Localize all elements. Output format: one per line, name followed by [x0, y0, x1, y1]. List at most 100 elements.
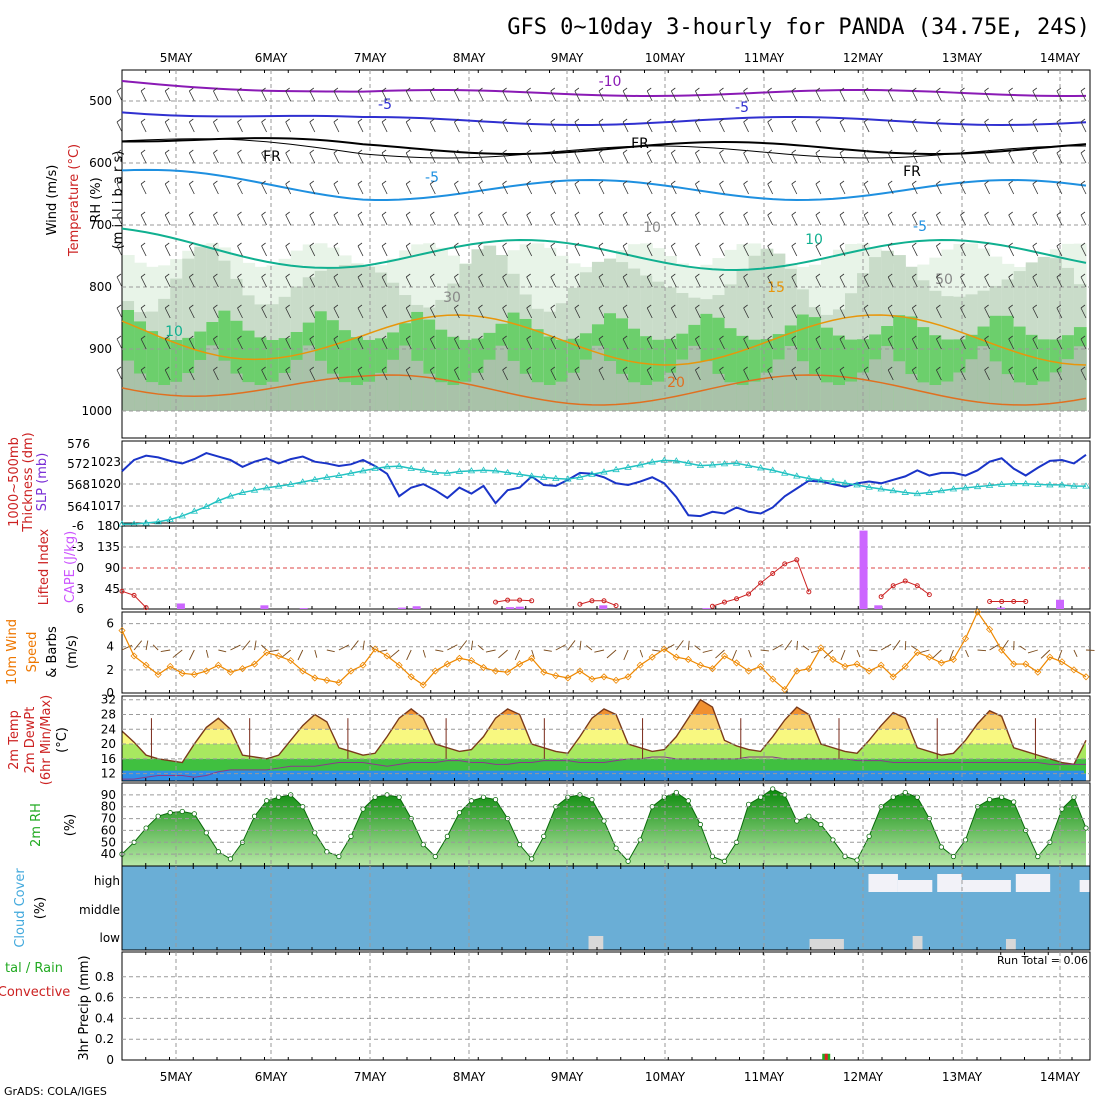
wind-barb [743, 183, 749, 195]
cape-lifted-index-panel: -6 -3 0 3 6 180 135 90 45 Lifted Index CAPE (J/kg) [37, 519, 1091, 616]
wind-barb [381, 245, 388, 257]
cape-bar [505, 607, 514, 609]
wind-barb [309, 152, 316, 164]
wind-barb [670, 276, 677, 288]
wind-barb [936, 211, 941, 216]
wind-barb [550, 149, 556, 154]
lifted-index-marker [926, 592, 932, 598]
y-tick-label: 6 [76, 602, 84, 616]
wind-speed-marker [130, 652, 138, 660]
wind-barb [550, 273, 556, 278]
wind-barb [936, 335, 941, 340]
rh-marker [866, 833, 872, 839]
wind-barb [164, 87, 170, 92]
wind-barb [646, 214, 653, 226]
wind-barb [550, 245, 557, 257]
wind-speed-marker [1034, 668, 1042, 676]
wind-barb [261, 369, 267, 381]
wind-barb [261, 307, 267, 319]
wind-barb [526, 180, 531, 185]
wind-barb [839, 366, 845, 371]
lifted-index-marker [1023, 598, 1029, 604]
wind-barb [574, 242, 580, 247]
rh-marker [541, 833, 547, 839]
wind-barb [333, 273, 339, 278]
wind-barb [213, 214, 219, 226]
wind-barb [550, 211, 556, 216]
panel-axis-label: (m i l l i b a r s) [111, 151, 126, 250]
wind-barb [213, 338, 219, 350]
wind-barb [815, 87, 821, 92]
wind-barb [237, 304, 242, 309]
wind-barb [502, 152, 508, 164]
top-date-axis: 5MAY 6MAY 7MAY 8MAY 9MAY 10MAY 11MAY 12MAY 13MAY… [160, 51, 1081, 65]
wind-barb [1056, 335, 1062, 340]
panel-axis-label: Cloud Cover [13, 868, 28, 948]
wind-barb [237, 242, 242, 247]
y-tick-label: 0 [106, 686, 114, 700]
wind-speed-marker [250, 660, 259, 668]
wind-barb [863, 304, 869, 309]
rh-shading [471, 372, 485, 411]
wind-barb [213, 211, 218, 216]
wind-barb [815, 183, 822, 195]
wind-barb-10m [188, 649, 195, 661]
wind-barb [695, 211, 700, 216]
thickness-marker [262, 484, 271, 491]
rh-marker [625, 858, 631, 864]
wind-speed-marker [540, 668, 548, 676]
rh-marker [215, 849, 221, 855]
wind-barb [767, 87, 772, 92]
wind-barb [598, 149, 604, 154]
wind-barb [863, 183, 870, 195]
wind-barb [598, 183, 605, 195]
thickness-marker [973, 482, 982, 490]
wind-barb [405, 369, 412, 381]
rh-shading [700, 361, 714, 411]
wind-barb-10m [715, 649, 725, 659]
wind-barb [936, 369, 942, 381]
wind-barb [695, 276, 701, 288]
wind-barb [526, 276, 533, 288]
wind-barb [863, 366, 869, 371]
rh-shading [350, 384, 364, 411]
wind-barb [454, 149, 459, 154]
thickness-marker [853, 481, 861, 488]
rh-marker [685, 798, 691, 804]
wind-barb [188, 307, 195, 319]
rh-shading [796, 361, 810, 411]
wind-barb [164, 335, 170, 340]
panel-axis-label: Thickness (dm) [21, 432, 36, 532]
wind-barb [285, 149, 290, 154]
wind-barb [116, 180, 122, 185]
wind-barb [839, 90, 846, 102]
high-cloud-block [1079, 880, 1090, 892]
wind-barb [261, 214, 267, 226]
rh-shading [242, 382, 256, 411]
wind-barb [815, 335, 821, 340]
wind-barb [526, 149, 531, 154]
wind-barb [1056, 307, 1063, 319]
wind-barb-10m [459, 640, 468, 651]
wind-barb [237, 369, 243, 381]
wind-barb [261, 121, 267, 133]
wind-barb-10m [594, 649, 605, 653]
wind-barb [1032, 87, 1038, 92]
thickness-line [122, 459, 1086, 525]
wind-barb [309, 121, 316, 133]
wind-barb [791, 242, 797, 247]
thickness-marker [997, 480, 1006, 487]
y-tick-label: 24 [101, 722, 116, 736]
wind-barb [984, 118, 989, 123]
wind-barb [815, 90, 822, 102]
wind-barb [405, 90, 412, 102]
wind-barb [695, 307, 701, 319]
wind-barb [333, 211, 339, 216]
wind-barb [743, 121, 749, 133]
wind-speed-marker [166, 662, 174, 670]
wind-barb [936, 183, 942, 195]
wind-barb [213, 276, 219, 288]
wind-barb [478, 273, 483, 278]
rh-marker [661, 794, 667, 800]
wind-speed-marker [648, 653, 656, 661]
